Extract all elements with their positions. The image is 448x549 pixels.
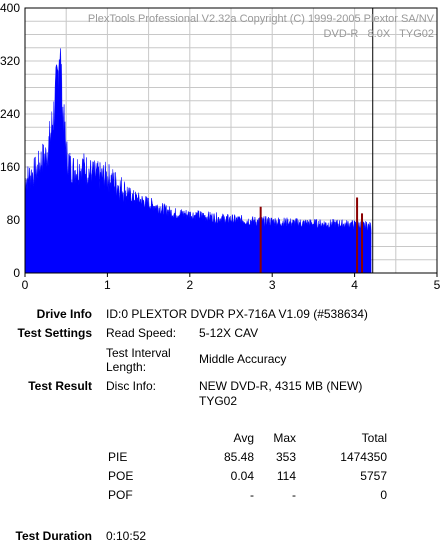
test-result-label: Test Result [28, 379, 92, 393]
interval-value: Middle Accuracy [199, 352, 287, 366]
scan-chart: PlexTools Professional V2.32a Copyright … [0, 1, 441, 292]
y-tick-label: 320 [0, 54, 20, 68]
x-tick-label: 4 [351, 278, 358, 292]
avg-header: Avg [233, 431, 254, 445]
x-tick-label: 0 [22, 278, 29, 292]
row-name-pie: PIE [108, 450, 128, 464]
row-avg-pie: 85.48 [223, 450, 254, 464]
x-axis-ticks: 0 1 2 3 4 5 [22, 273, 441, 292]
plot-border [24, 7, 438, 274]
drive-info-label: Drive Info [36, 307, 92, 321]
watermark-line-1: PlexTools Professional V2.32a Copyright … [88, 13, 435, 25]
row-name-poe: POE [108, 469, 134, 483]
test-duration-value: 0:10:52 [106, 529, 147, 543]
y-tick-label: 400 [0, 1, 20, 15]
y-axis-ticks: 0 80 160 240 320 400 [0, 1, 20, 280]
row-total-pie: 1474350 [340, 450, 387, 464]
x-tick-label: 1 [104, 278, 111, 292]
x-tick-label: 5 [434, 278, 441, 292]
disc-info-label: Disc Info: [106, 379, 157, 393]
row-name-pof: POF [108, 488, 133, 502]
interval-label-2: Length: [106, 360, 147, 374]
x-tick-label: 2 [186, 278, 193, 292]
y-tick-label: 160 [0, 160, 20, 174]
row-max-pof: - [292, 488, 296, 502]
watermark-line-2: DVD-R 8.0X TYG02 [324, 28, 434, 40]
poe-series [259, 197, 364, 273]
pie-area [24, 48, 372, 274]
row-max-poe: 114 [276, 469, 296, 483]
y-tick-label: 80 [7, 213, 21, 227]
y-tick-label: 0 [13, 266, 20, 280]
read-speed-value: 5-12X CAV [199, 326, 259, 340]
max-header: Max [273, 431, 296, 445]
disc-info-line-2: TYG02 [199, 394, 238, 408]
interval-label-1: Test Interval [106, 346, 171, 360]
row-avg-pof: - [250, 488, 254, 502]
total-header: Total [361, 431, 387, 445]
row-total-pof: 0 [380, 488, 387, 502]
test-duration-label: Test Duration [15, 529, 92, 543]
y-tick-label: 240 [0, 107, 20, 121]
row-max-pie: 353 [275, 450, 296, 464]
row-total-poe: 5757 [360, 469, 387, 483]
pie-series [24, 48, 372, 274]
disc-info-line-1: NEW DVD-R, 4315 MB (NEW) [199, 379, 363, 393]
test-settings-label: Test Settings [17, 326, 92, 340]
row-avg-poe: 0.04 [230, 469, 254, 483]
x-tick-label: 3 [269, 278, 276, 292]
read-speed-label: Read Speed: [106, 326, 177, 340]
drive-info-value: ID:0 PLEXTOR DVDR PX-716A V1.09 (#538634… [106, 307, 368, 321]
